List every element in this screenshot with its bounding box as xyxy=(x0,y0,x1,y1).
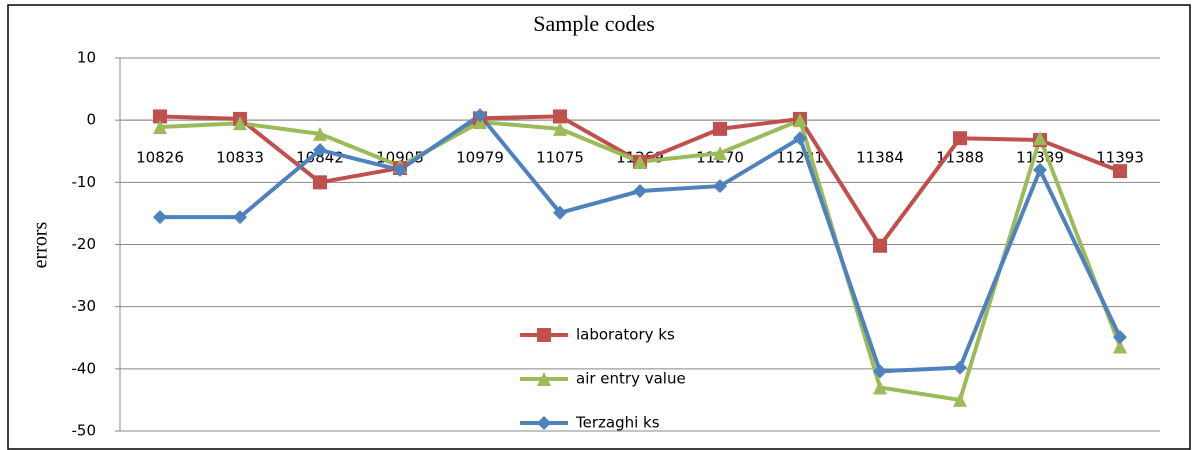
data-point xyxy=(233,116,247,131)
x-tick-label: 11281 xyxy=(776,149,824,167)
y-tick-label: -50 xyxy=(72,422,97,440)
data-point xyxy=(153,109,167,124)
y-tick-label: -20 xyxy=(72,235,97,253)
data-point xyxy=(553,205,567,220)
data-point xyxy=(953,360,967,375)
x-tick-label: 11389 xyxy=(1016,149,1064,167)
data-point xyxy=(953,392,967,407)
data-point xyxy=(953,131,967,146)
x-tick-label: 10833 xyxy=(216,149,264,167)
data-point xyxy=(1113,339,1127,354)
data-point xyxy=(473,108,487,123)
x-tick-label: 11075 xyxy=(536,149,584,167)
data-point xyxy=(793,113,807,128)
data-point xyxy=(313,143,327,158)
data-point xyxy=(553,121,567,136)
legend-marker xyxy=(537,328,551,342)
data-point xyxy=(713,179,727,194)
data-point xyxy=(873,364,887,379)
x-tick-label: 10826 xyxy=(136,149,184,167)
y-tick-label: 10 xyxy=(77,49,96,67)
data-point xyxy=(553,109,567,124)
y-tick-label: 0 xyxy=(86,111,96,129)
x-tick-label: 11393 xyxy=(1096,149,1144,167)
legend-marker xyxy=(537,372,551,386)
data-point xyxy=(153,120,167,135)
data-point xyxy=(873,238,887,253)
data-point xyxy=(793,131,807,146)
legend-label: Terzaghi ks xyxy=(575,414,660,432)
data-point xyxy=(393,162,407,177)
x-tick-label: 11384 xyxy=(856,149,904,167)
legend-label: laboratory ks xyxy=(576,326,675,344)
data-point xyxy=(633,184,647,199)
chart-title: Sample codes xyxy=(533,11,655,36)
data-point xyxy=(1033,131,1047,146)
data-point xyxy=(313,175,327,190)
data-point xyxy=(1113,164,1127,179)
y-axis-label: errors xyxy=(30,221,52,268)
data-point xyxy=(153,210,167,225)
data-point xyxy=(233,210,247,225)
data-point xyxy=(633,154,647,169)
data-point xyxy=(713,146,727,161)
legend-label: air entry value xyxy=(576,370,686,388)
data-point xyxy=(713,121,727,136)
data-point xyxy=(873,380,887,395)
data-point xyxy=(1033,162,1047,177)
y-tick-label: -40 xyxy=(72,359,97,377)
chart-border xyxy=(7,4,1191,450)
x-tick-label: 10979 xyxy=(456,149,504,167)
y-tick-label: -30 xyxy=(72,297,97,315)
data-point xyxy=(1113,330,1127,345)
y-tick-label: -10 xyxy=(72,173,97,191)
legend-marker xyxy=(537,416,551,430)
data-point xyxy=(313,126,327,141)
